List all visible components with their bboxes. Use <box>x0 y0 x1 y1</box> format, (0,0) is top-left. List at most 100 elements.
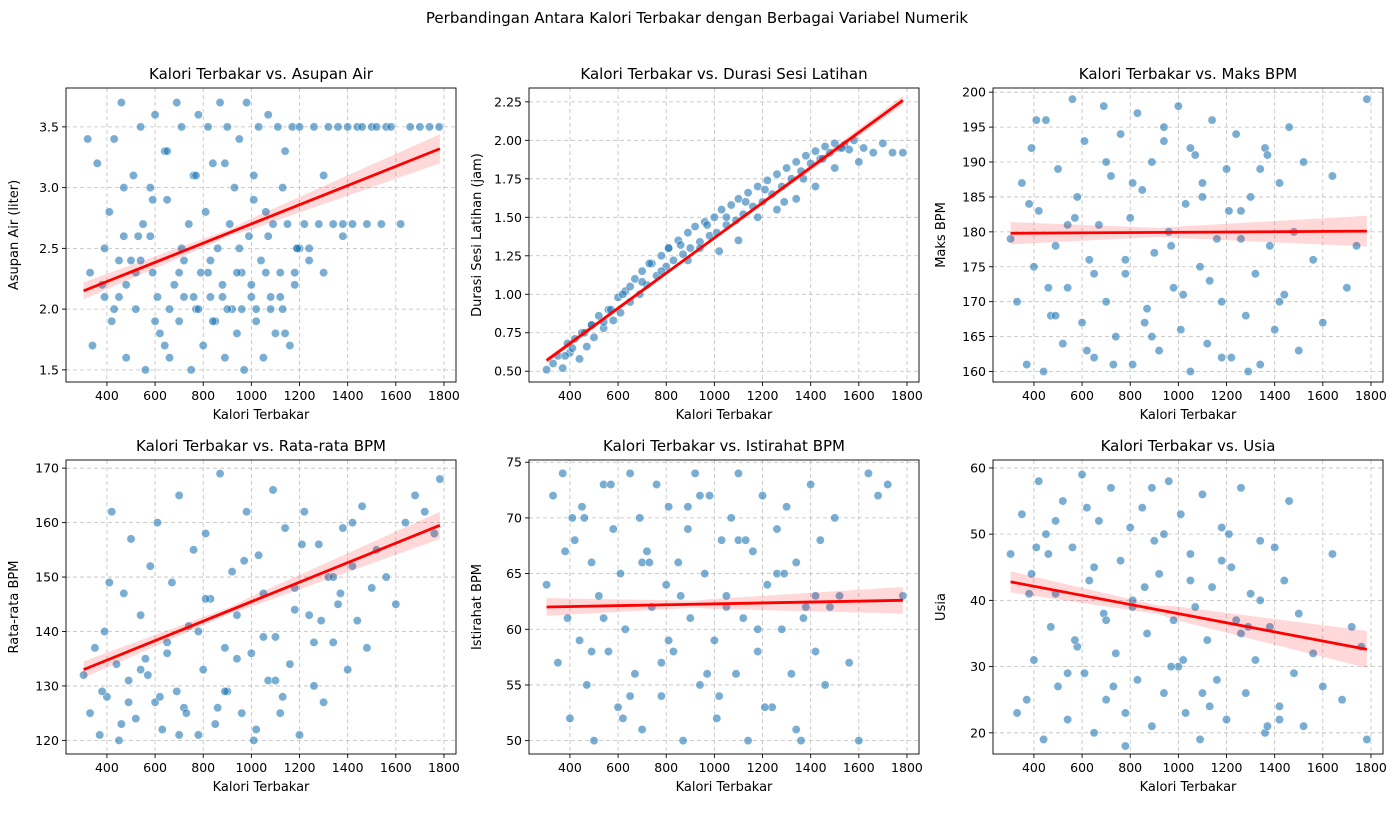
scatter-point <box>124 675 134 685</box>
scatter-point <box>1142 628 1152 638</box>
scatter-point <box>396 219 406 229</box>
panel-1: 400 600 800 1000 1200 1400 1600 1800 1.5 2.0 2.5 3.… <box>7 65 460 423</box>
scatter-point <box>1197 192 1207 202</box>
scatter-point <box>232 268 242 278</box>
scatter-point <box>553 658 563 668</box>
scatter-point <box>810 591 820 601</box>
scatter-point <box>1137 503 1147 513</box>
plot-frame <box>528 459 920 755</box>
scatter-point <box>410 490 420 500</box>
scatter-point <box>709 635 719 645</box>
scatter-point <box>386 122 396 132</box>
scatter-point <box>261 207 271 217</box>
scatter-point <box>145 183 155 193</box>
scatter-point <box>714 246 724 256</box>
scatter-point <box>121 353 131 363</box>
scatter-point <box>1101 695 1111 705</box>
scatter-point <box>119 183 129 193</box>
scatter-point <box>217 292 227 302</box>
scatter-point <box>116 98 126 108</box>
scatter-point <box>844 145 854 155</box>
scatter-point <box>1207 582 1217 592</box>
scatter-point <box>883 479 893 489</box>
x-tick-label: 800 <box>191 388 215 403</box>
scatter-point <box>589 736 599 746</box>
scatter-point <box>565 713 575 723</box>
scatter-point <box>136 665 146 675</box>
x-tick-label: 1400 <box>332 388 364 403</box>
scatter-point <box>1159 529 1169 539</box>
plot-title: Kalori Terbakar vs. Asupan Air <box>149 65 374 83</box>
scatter-point <box>1063 220 1073 230</box>
scatter-point <box>189 292 199 302</box>
x-tick-label: 1400 <box>795 760 827 775</box>
x-tick-label: 1200 <box>1211 388 1243 403</box>
confidence-band <box>83 511 440 678</box>
scatter-point <box>630 669 640 679</box>
scatter-point <box>234 243 244 253</box>
scatter-point <box>263 110 273 120</box>
scatter-point <box>193 626 203 636</box>
scatter-point <box>319 268 329 278</box>
scatter-point <box>249 170 259 180</box>
scatter-point <box>1070 213 1080 223</box>
scatter-point <box>888 148 898 158</box>
scatter-point <box>328 572 338 582</box>
scatter-point <box>150 316 160 326</box>
y-tick-label: 170 <box>35 461 59 476</box>
scatter-point <box>753 647 763 657</box>
scatter-point <box>791 724 801 734</box>
scatter-point <box>1043 283 1053 293</box>
scatter-point <box>717 205 727 215</box>
scatter-point <box>174 268 184 278</box>
scatter-point <box>685 243 695 253</box>
y-tick-label: 170 <box>962 294 986 309</box>
scatter-point <box>1101 615 1111 625</box>
scatter-point <box>1012 297 1022 307</box>
scatter-point <box>148 268 158 278</box>
scatter-point <box>225 219 235 229</box>
y-tick-label: 60 <box>970 460 986 475</box>
scatter-point <box>1294 609 1304 619</box>
scatter-point <box>673 557 683 567</box>
scatter-point <box>104 577 114 587</box>
y-tick-label: 175 <box>962 259 986 274</box>
scatter-point <box>1120 708 1130 718</box>
scatter-point <box>222 304 232 314</box>
scatter-point <box>220 353 230 363</box>
scatter-point <box>1012 708 1022 718</box>
scatter-point <box>1137 185 1147 195</box>
scatter-point <box>246 648 256 658</box>
y-tick-label: 3.5 <box>39 119 59 134</box>
scatter-point <box>683 524 693 534</box>
scatter-point <box>246 280 256 290</box>
scatter-point <box>1159 136 1169 146</box>
scatter-point <box>575 635 585 645</box>
scatter-point <box>1224 206 1234 216</box>
scatter-point <box>791 157 801 167</box>
scatter-point <box>743 188 753 198</box>
scatter-point <box>1029 262 1039 272</box>
scatter-point <box>678 249 688 259</box>
scatter-point <box>1120 255 1130 265</box>
scatter-point <box>1270 325 1280 335</box>
scatter-point <box>705 491 715 501</box>
scatter-point <box>1299 721 1309 731</box>
scatter-point <box>844 658 854 668</box>
scatter-point <box>1046 622 1056 632</box>
scatter-point <box>721 212 731 222</box>
scatter-point <box>733 235 743 245</box>
scatter-point <box>268 485 278 495</box>
scatter-point <box>367 583 377 593</box>
scatter-point <box>220 158 230 168</box>
scatter-point <box>100 626 110 636</box>
scatter-point <box>1181 708 1191 718</box>
scatter-point <box>664 243 674 253</box>
scatter-point <box>1279 576 1289 586</box>
scatter-point <box>136 610 146 620</box>
scatter-point <box>114 735 124 745</box>
scatter-point <box>1236 483 1246 493</box>
scatter-point <box>107 316 117 326</box>
scatter-point <box>1176 509 1186 519</box>
